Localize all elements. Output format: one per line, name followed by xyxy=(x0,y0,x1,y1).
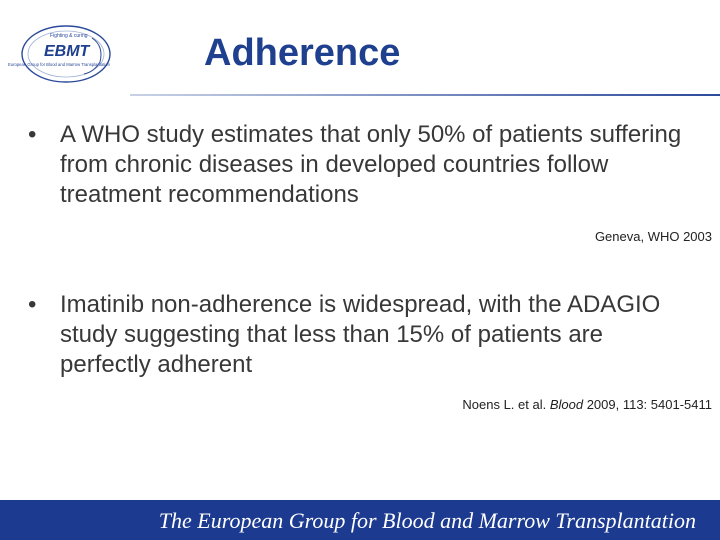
logo-text: EBMT xyxy=(44,43,91,60)
footer-bar: The European Group for Blood and Marrow … xyxy=(0,500,720,540)
ebmt-logo-graphic: EBMT Fighting & curing European Group fo… xyxy=(8,25,111,83)
logo-tagline: Fighting & curing xyxy=(50,33,88,39)
citation: Noens L. et al. Blood 2009, 113: 5401-54… xyxy=(462,397,712,412)
citation-authors: Noens L. et al. xyxy=(462,397,550,412)
slide-title: Adherence xyxy=(204,32,401,74)
bullet-marker: • xyxy=(28,291,37,318)
bullet-text: Imatinib non-adherence is widespread, wi… xyxy=(60,291,661,378)
citation: Geneva, WHO 2003 xyxy=(594,229,712,244)
logo-subtext: European Group for Blood and Marrow Tran… xyxy=(8,62,111,67)
ebmt-logo: EBMT Fighting & curing European Group fo… xyxy=(4,22,124,84)
bullet-marker: • xyxy=(28,121,37,148)
bullet-text: A WHO study estimates that only 50% of p… xyxy=(60,121,682,208)
title-divider xyxy=(130,94,720,96)
footer-text: The European Group for Blood and Marrow … xyxy=(158,508,696,533)
citation-journal: Blood xyxy=(549,397,584,412)
citation-details: 2009, 113: 5401-5411 xyxy=(583,397,712,412)
